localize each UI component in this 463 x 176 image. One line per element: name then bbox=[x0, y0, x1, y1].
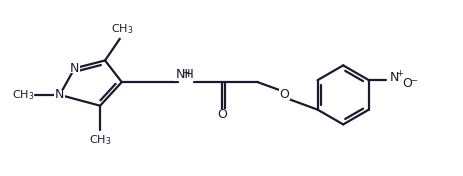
Text: O: O bbox=[402, 77, 412, 90]
Text: −: − bbox=[410, 77, 417, 86]
Text: O: O bbox=[217, 108, 227, 121]
Text: N: N bbox=[55, 88, 64, 101]
Bar bbox=[279, 89, 289, 100]
Text: CH$_3$: CH$_3$ bbox=[89, 133, 111, 147]
Bar bbox=[388, 74, 401, 86]
Text: +: + bbox=[396, 69, 403, 78]
Bar bbox=[69, 63, 80, 73]
Text: CH$_3$: CH$_3$ bbox=[111, 22, 133, 36]
Text: NH: NH bbox=[175, 68, 194, 81]
Text: N: N bbox=[70, 62, 79, 75]
Bar bbox=[217, 109, 227, 120]
Text: CH$_3$: CH$_3$ bbox=[12, 88, 34, 102]
Bar bbox=[174, 68, 195, 81]
Text: H: H bbox=[181, 69, 190, 79]
Bar bbox=[54, 90, 65, 100]
Bar bbox=[177, 68, 194, 80]
Text: N: N bbox=[389, 71, 399, 84]
Text: O: O bbox=[279, 88, 289, 101]
